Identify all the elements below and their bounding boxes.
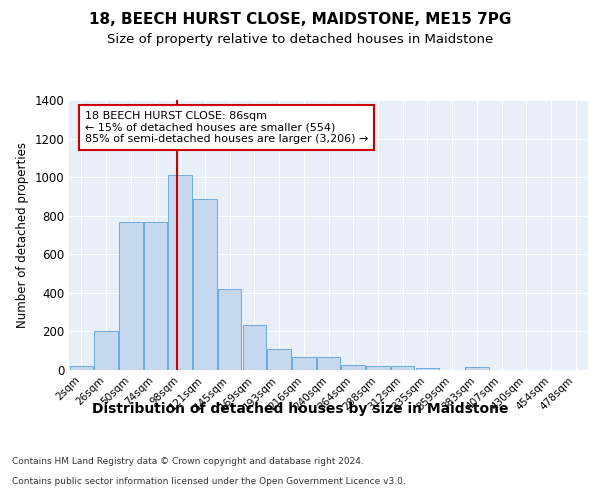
Bar: [292, 356, 316, 370]
Text: 18, BEECH HURST CLOSE, MAIDSTONE, ME15 7PG: 18, BEECH HURST CLOSE, MAIDSTONE, ME15 7…: [89, 12, 511, 28]
Text: Distribution of detached houses by size in Maidstone: Distribution of detached houses by size …: [92, 402, 508, 416]
Bar: [119, 222, 143, 370]
Bar: [366, 366, 389, 370]
Bar: [268, 349, 291, 370]
Bar: [94, 332, 118, 370]
Text: Size of property relative to detached houses in Maidstone: Size of property relative to detached ho…: [107, 32, 493, 46]
Bar: [242, 324, 266, 370]
Bar: [465, 367, 488, 370]
Bar: [341, 365, 365, 370]
Text: Contains public sector information licensed under the Open Government Licence v3: Contains public sector information licen…: [12, 478, 406, 486]
Text: Contains HM Land Registry data © Crown copyright and database right 2024.: Contains HM Land Registry data © Crown c…: [12, 458, 364, 466]
Bar: [144, 222, 167, 370]
Text: 18 BEECH HURST CLOSE: 86sqm
← 15% of detached houses are smaller (554)
85% of se: 18 BEECH HURST CLOSE: 86sqm ← 15% of det…: [85, 111, 368, 144]
Bar: [193, 200, 217, 370]
Bar: [317, 356, 340, 370]
Y-axis label: Number of detached properties: Number of detached properties: [16, 142, 29, 328]
Bar: [70, 366, 93, 370]
Bar: [391, 366, 415, 370]
Bar: [416, 368, 439, 370]
Bar: [169, 175, 192, 370]
Bar: [218, 289, 241, 370]
